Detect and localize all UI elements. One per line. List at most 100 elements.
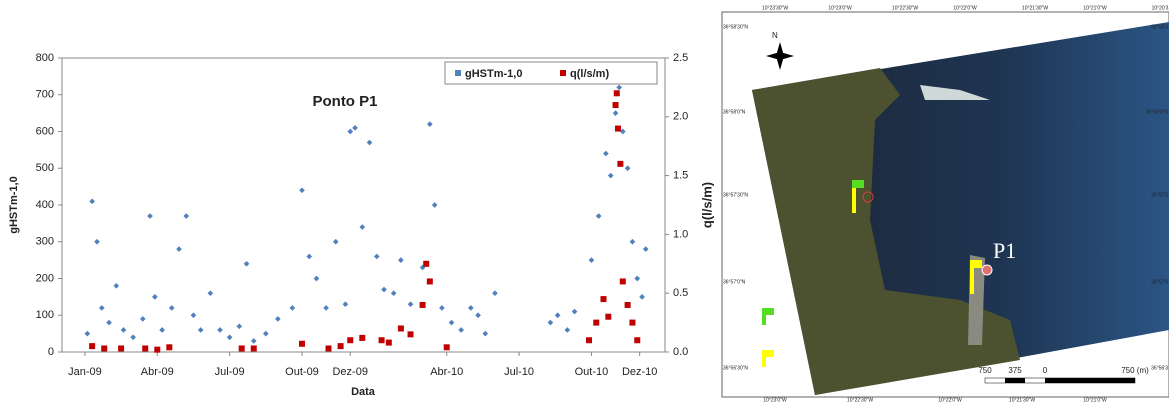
point	[475, 312, 481, 319]
coord-label: 36°56'3	[1151, 365, 1168, 371]
point	[385, 339, 392, 346]
point	[298, 340, 305, 347]
point	[84, 330, 91, 337]
y-tick-label: 800	[36, 52, 54, 64]
point	[250, 338, 257, 344]
point	[332, 238, 339, 245]
legend-box	[444, 61, 658, 85]
point	[616, 84, 623, 91]
point	[120, 327, 127, 333]
legend-swatch	[762, 357, 766, 367]
point	[443, 344, 450, 351]
point	[603, 150, 609, 157]
point	[600, 296, 607, 303]
x-tick-label: Jan-09	[68, 366, 102, 378]
point	[159, 327, 165, 333]
point	[639, 294, 645, 300]
coord-label: 36°57'30"N	[723, 192, 748, 198]
point	[313, 275, 320, 282]
point	[289, 305, 296, 311]
point	[634, 275, 641, 282]
point	[407, 331, 414, 338]
point-marker	[862, 191, 874, 203]
scale-bar	[1045, 378, 1135, 383]
point	[359, 334, 366, 341]
point	[588, 257, 595, 263]
coord-label: 10°23'0"W	[763, 397, 787, 403]
coord-label: 10°23'30"W	[762, 5, 788, 11]
point	[448, 319, 455, 326]
point	[352, 124, 358, 131]
point	[617, 160, 624, 167]
y-tick-label: 0	[48, 346, 54, 358]
point	[89, 198, 95, 205]
y-tick-label: 200	[36, 272, 54, 284]
point	[89, 343, 96, 350]
point	[106, 319, 112, 326]
point	[226, 334, 233, 341]
y2-tick-label: 1.0	[673, 228, 688, 240]
scale-label: 375	[1008, 366, 1022, 375]
point	[347, 128, 354, 135]
point	[381, 286, 387, 293]
coord-label: 36°57'3	[1151, 192, 1168, 198]
x-tick-label: Dez-09	[332, 366, 367, 378]
point	[347, 337, 354, 344]
point	[554, 312, 561, 319]
coord-label: 36°56'30"N	[723, 365, 748, 371]
point	[238, 345, 245, 352]
point	[612, 110, 619, 116]
point	[398, 257, 404, 263]
point	[190, 312, 197, 319]
y-axis-label: gHSTm-1,0	[8, 176, 20, 233]
point	[482, 330, 489, 337]
point	[439, 305, 445, 311]
x-tick-label: Jul-10	[504, 366, 534, 378]
point	[423, 260, 430, 267]
y-tick-label: 500	[36, 162, 54, 174]
coord-label: 36°58'0"N	[1146, 109, 1169, 115]
point	[217, 327, 223, 333]
point	[130, 334, 136, 341]
point	[366, 139, 373, 146]
y-tick-label: 700	[36, 89, 54, 101]
y2-tick-label: 2.5	[673, 52, 688, 64]
legend-swatch	[762, 350, 774, 357]
point	[593, 319, 600, 326]
point	[629, 238, 636, 245]
point	[612, 102, 619, 109]
y-tick-label: 400	[36, 199, 54, 211]
point	[458, 327, 465, 333]
point	[207, 290, 214, 297]
y-tick-label: 300	[36, 236, 54, 248]
point	[390, 290, 397, 297]
y2-tick-label: 0.5	[673, 287, 688, 299]
point	[166, 344, 173, 351]
risk-marker-2	[852, 180, 864, 188]
point	[619, 128, 626, 135]
legend-swatch	[455, 70, 461, 76]
point	[183, 213, 190, 219]
point	[547, 319, 554, 326]
point	[94, 238, 100, 245]
point	[176, 246, 182, 252]
coord-label: 10°22'30"W	[847, 397, 873, 403]
point	[397, 325, 404, 332]
breakwater	[920, 85, 990, 100]
point	[147, 213, 153, 219]
point	[275, 316, 281, 322]
x-tick-label: Abr-10	[430, 366, 463, 378]
point	[299, 187, 305, 194]
point	[426, 278, 433, 285]
point	[564, 327, 571, 333]
point	[619, 278, 626, 285]
point	[571, 308, 578, 315]
point	[98, 305, 105, 311]
point	[142, 345, 149, 352]
point	[262, 330, 269, 337]
point	[325, 345, 332, 352]
coord-label: 10°23'0"W	[828, 5, 852, 11]
point	[624, 301, 631, 308]
legend-swatch	[762, 315, 766, 325]
